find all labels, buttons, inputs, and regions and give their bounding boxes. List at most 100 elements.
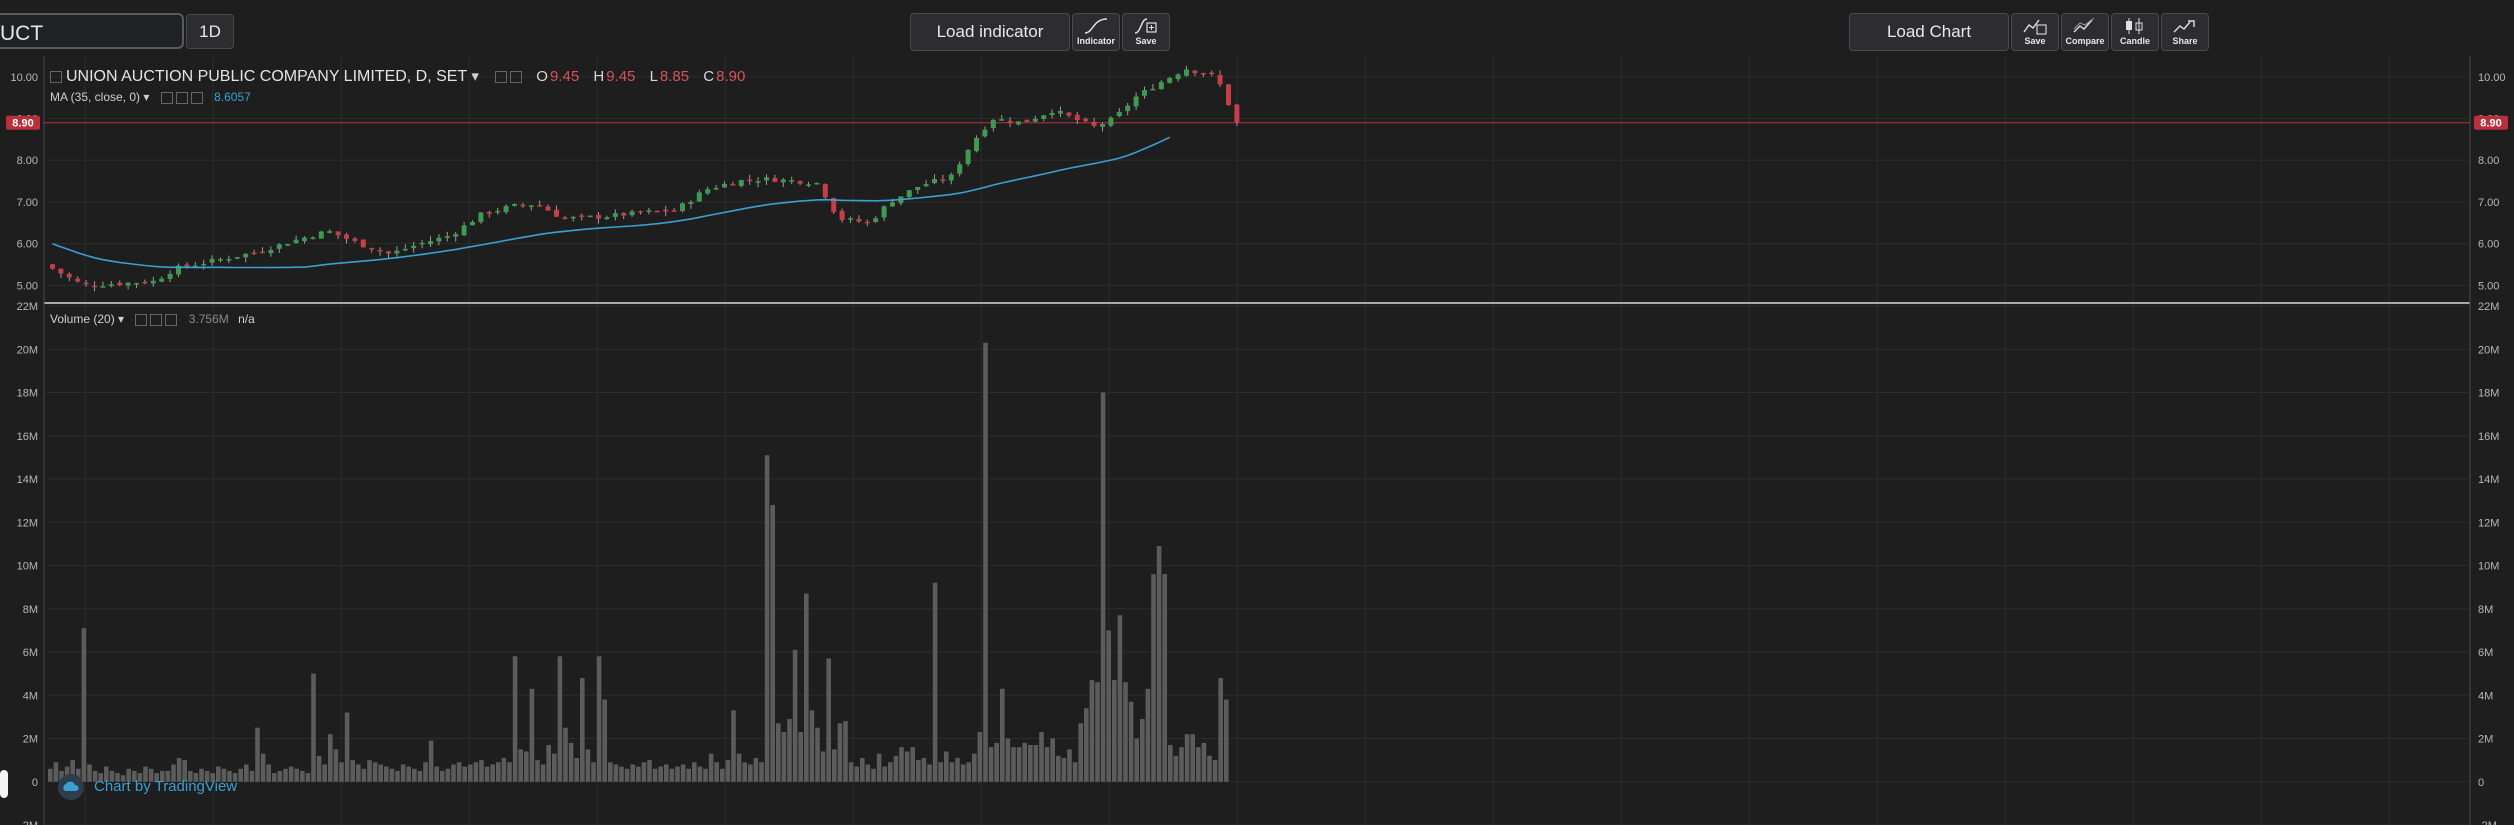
- candle-body: [722, 183, 727, 188]
- candle-body: [604, 217, 610, 220]
- volume-bar: [53, 762, 59, 782]
- volume-value: 3.756M: [188, 312, 229, 326]
- candle-body: [772, 177, 778, 182]
- volume-bar: [87, 764, 92, 782]
- grid-lines: [43, 56, 2471, 825]
- legend-settings-icon[interactable]: [495, 71, 508, 84]
- ma-menu-chevron-icon[interactable]: ▾: [140, 90, 150, 104]
- volume-bar: [1072, 762, 1078, 782]
- volume-bar: [1028, 744, 1033, 782]
- tradingview-chart[interactable]: 10.0010.009.009.008.008.007.007.006.006.…: [0, 56, 2514, 825]
- volume-bar: [148, 768, 154, 782]
- volume-bar: [876, 753, 882, 782]
- candle-body: [881, 206, 887, 218]
- volume-bar: [126, 768, 131, 782]
- candle-body: [848, 218, 853, 220]
- volume-tick-left: 22M: [17, 301, 38, 313]
- volume-bar: [557, 656, 563, 782]
- volume-bar: [389, 768, 395, 782]
- volume-menu-chevron-icon[interactable]: ▾: [114, 312, 125, 326]
- volume-bar: [742, 762, 747, 782]
- volume-bar: [165, 770, 171, 782]
- volume-tick-right: 2M: [2478, 734, 2493, 746]
- volume-bar: [412, 768, 417, 782]
- volume-bar: [792, 649, 798, 782]
- volume-bar: [305, 773, 311, 782]
- volume-bar: [249, 770, 255, 782]
- candle-body: [570, 216, 576, 219]
- ma-settings-icon[interactable]: [160, 91, 173, 104]
- volume-bar: [882, 766, 887, 782]
- volume-bar: [188, 770, 193, 782]
- ma-label[interactable]: MA (35, close, 0): [50, 90, 141, 104]
- volume-bar: [837, 723, 843, 782]
- volume-bar: [1123, 682, 1128, 782]
- load-indicator-button[interactable]: Load indicator: [910, 13, 1070, 51]
- scrollbar-thumb[interactable]: [0, 770, 8, 798]
- interval-button[interactable]: 1D: [186, 14, 234, 49]
- volume-bar: [1151, 574, 1156, 782]
- candle-button[interactable]: Candle: [2111, 13, 2159, 51]
- volume-bar: [210, 773, 215, 782]
- volume-bar: [1106, 630, 1111, 782]
- candle-body: [293, 239, 299, 244]
- save-indicator-button[interactable]: Save: [1122, 13, 1170, 51]
- volume-label[interactable]: Volume (20): [50, 312, 115, 326]
- volume-close-icon[interactable]: [165, 313, 178, 326]
- collapse-legend-icon[interactable]: [50, 71, 62, 84]
- series-title[interactable]: UNION AUCTION PUBLIC COMPANY LIMITED, D,…: [66, 68, 468, 85]
- volume-settings-icon[interactable]: [135, 313, 148, 326]
- volume-bar: [1128, 701, 1134, 782]
- volume-bar: [826, 658, 831, 782]
- candle-body: [75, 278, 81, 282]
- volume-bar: [339, 762, 344, 782]
- candle-body: [461, 225, 467, 236]
- price-tick-left: 5.00: [17, 280, 38, 292]
- symbol-search-input[interactable]: [0, 13, 184, 49]
- volume-bar: [624, 768, 630, 782]
- candle-body: [453, 234, 459, 237]
- compare-button[interactable]: Compare: [2061, 13, 2109, 51]
- volume-bar: [1184, 734, 1190, 782]
- candle-body: [402, 248, 408, 251]
- save-chart-button[interactable]: Save: [2011, 13, 2059, 51]
- candle-body: [142, 281, 148, 284]
- volume-bar: [888, 762, 893, 782]
- candle-body: [621, 212, 627, 216]
- volume-bar: [602, 699, 607, 782]
- volume-bar: [311, 673, 316, 782]
- volume-hide-icon[interactable]: [150, 313, 163, 326]
- share-button[interactable]: Share: [2161, 13, 2209, 51]
- candle-body: [520, 204, 526, 207]
- indicator-button[interactable]: Indicator: [1072, 13, 1120, 51]
- series-menu-chevron-icon[interactable]: ▾: [467, 68, 479, 85]
- open-label: O: [536, 68, 548, 85]
- candle-body: [268, 249, 274, 254]
- candle-body: [470, 221, 475, 226]
- chart-area[interactable]: 10.0010.009.009.008.008.007.007.006.006.…: [0, 56, 2514, 825]
- ma-close-icon[interactable]: [190, 91, 203, 104]
- volume-bar: [972, 753, 977, 782]
- volume-bar: [344, 712, 350, 782]
- load-chart-button[interactable]: Load Chart: [1849, 13, 2009, 51]
- volume-bar: [736, 753, 742, 782]
- candle-body: [1167, 77, 1173, 83]
- volume-bar: [109, 770, 115, 782]
- volume-bar: [350, 760, 355, 782]
- price-tick-right: 8.00: [2478, 155, 2499, 167]
- volume-bar: [1173, 755, 1179, 782]
- ma-hide-icon[interactable]: [175, 91, 188, 104]
- candle-body: [654, 210, 660, 213]
- tradingview-branding[interactable]: Chart by TradingView: [58, 774, 237, 800]
- volume-bar: [507, 762, 512, 782]
- volume-bar: [899, 747, 904, 782]
- candle-body: [1142, 90, 1147, 96]
- legend-hide-icon[interactable]: [510, 71, 523, 84]
- compare-icon: [2073, 17, 2095, 33]
- volume-bar: [764, 455, 770, 782]
- candle-body: [394, 250, 400, 254]
- volume-bar: [115, 773, 120, 782]
- volume-bar: [120, 775, 126, 782]
- candle-body: [948, 174, 954, 181]
- volume-bar: [288, 766, 294, 782]
